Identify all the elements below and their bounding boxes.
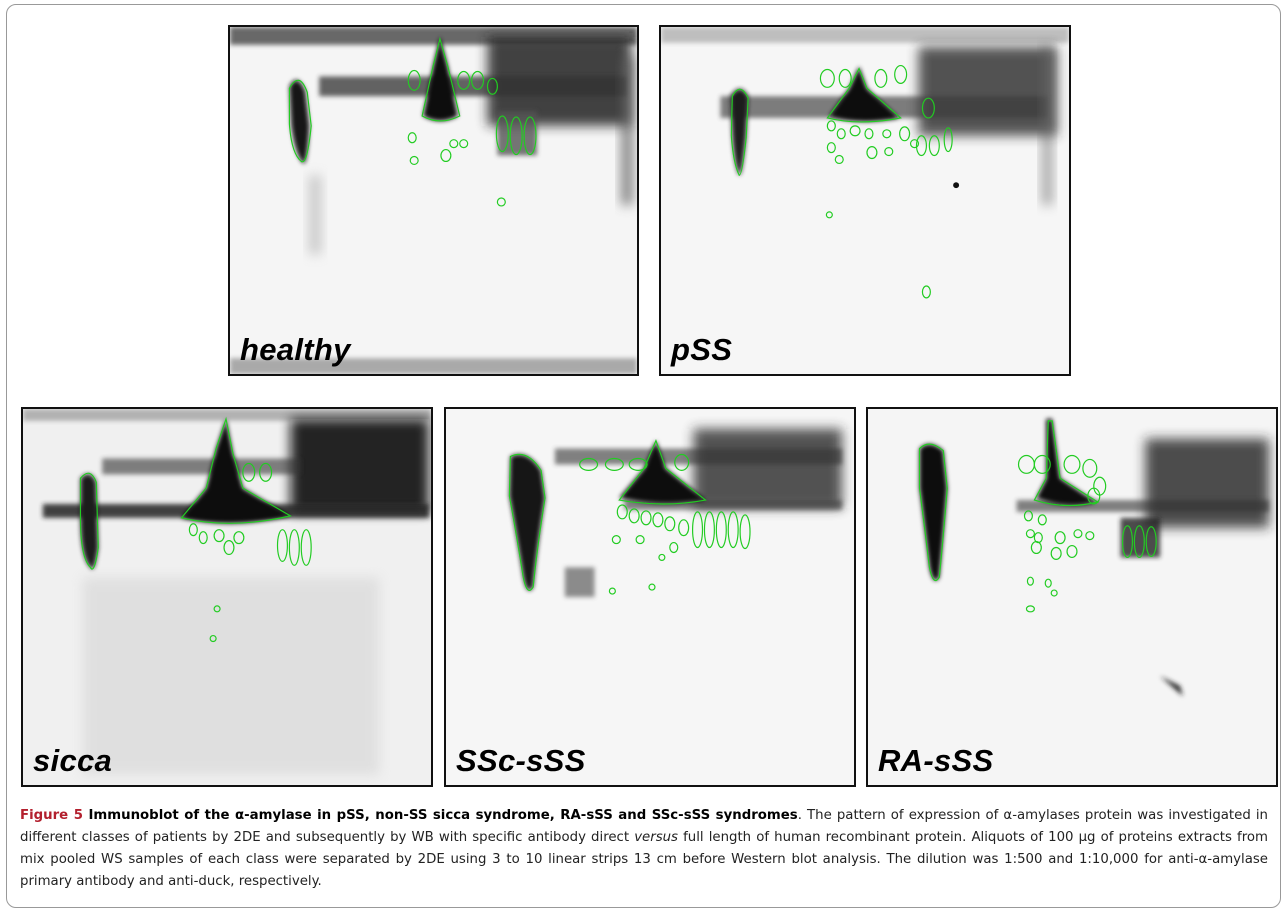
blot-image-ssc-sss [446, 409, 854, 785]
figure-frame [6, 4, 1281, 908]
caption-title: Figure 5 Immunoblot of the α-amylase in … [20, 808, 798, 823]
caption-italic-word: versus [634, 830, 678, 845]
blot-panel-ra-sss: RA-sSS [866, 407, 1278, 787]
blot-panel-healthy: healthy [228, 25, 639, 376]
panel-label: SSc-sSS [456, 743, 586, 778]
blot-image-sicca [23, 409, 431, 785]
blot-image-healthy [230, 27, 637, 374]
caption-body: The pattern of expression of α-amylases … [20, 808, 1268, 845]
caption-body-rest: full length of human recombinant protein… [20, 830, 1268, 889]
blot-image-ra-sss [868, 409, 1276, 785]
blot-panel-pss: pSS [659, 25, 1071, 376]
figure-label: Figure 5 [20, 808, 83, 823]
blot-panel-sicca: sicca [21, 407, 433, 787]
panel-label: RA-sSS [878, 743, 994, 778]
figure-caption: Figure 5 Immunoblot of the α-amylase in … [20, 808, 1268, 889]
blot-panel-ssc-sss: SSc-sSS [444, 407, 856, 787]
panel-label: sicca [33, 743, 113, 778]
panel-label: pSS [671, 332, 733, 367]
panel-label: healthy [240, 332, 351, 367]
blot-image-pss [661, 27, 1069, 374]
